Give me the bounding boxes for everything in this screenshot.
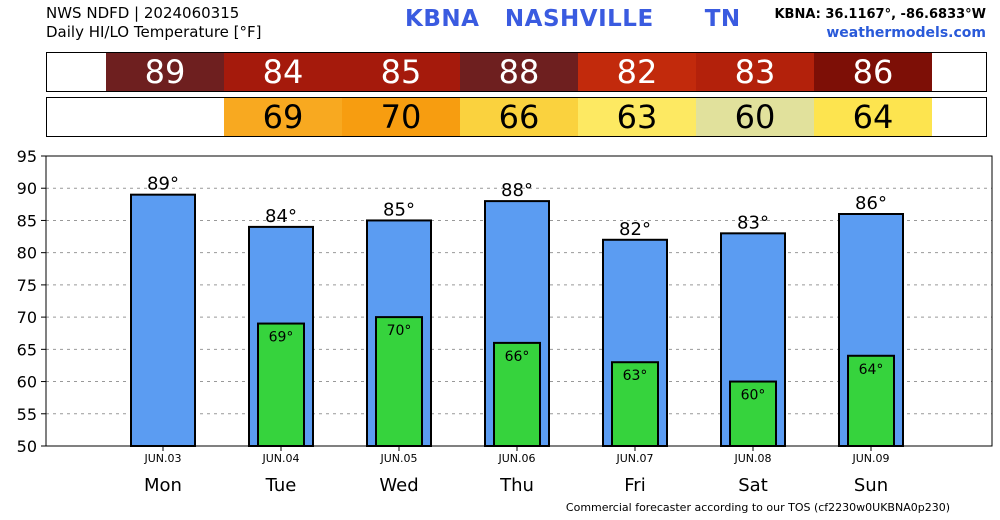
day-label: Mon [144, 475, 182, 496]
lo_strip-cell: 66 [460, 98, 578, 136]
high-temp-strip: 89 84 85 88 82 83 86 [46, 52, 987, 92]
hi_strip-cell: 89 [106, 53, 224, 91]
low-bar [257, 322, 305, 447]
low-bar [847, 354, 895, 447]
lo_strip-cell: 69 [224, 98, 342, 136]
low-bar-label: 60° [741, 388, 766, 404]
hi_strip-cell: 85 [342, 53, 460, 91]
low-bar [611, 361, 659, 448]
product-label: Daily HI/LO Temperature [°F] [46, 23, 262, 41]
date-label: JUN.08 [733, 452, 771, 465]
y-tick-label: 50 [17, 437, 37, 456]
y-tick-label: 75 [17, 276, 37, 295]
coords-label: KBNA: 36.1167°, -86.6833°W [774, 7, 986, 22]
station-title: KBNA NASHVILLE TN [405, 6, 741, 32]
high-bar-label: 84° [265, 206, 297, 227]
y-tick-label: 65 [17, 340, 37, 359]
hi_strip-cell: 82 [578, 53, 696, 91]
high-bar-label: 85° [383, 199, 415, 220]
lo_strip-cell [106, 98, 224, 136]
lo_strip-cell: 70 [342, 98, 460, 136]
hi_strip-cell: 84 [224, 53, 342, 91]
low-bar-label: 69° [269, 330, 294, 346]
y-tick-label: 95 [17, 147, 37, 166]
low-bar-label: 66° [505, 349, 530, 365]
high-bar-label: 89° [147, 174, 179, 195]
day-label: Wed [379, 475, 418, 496]
low-bar-label: 70° [387, 323, 412, 339]
header-right: KBNA: 36.1167°, -86.6833°W weathermodels… [774, 5, 986, 43]
y-tick-label: 60 [17, 373, 37, 392]
source-label: NWS NDFD | 2024060315 [46, 4, 240, 22]
hi_strip-cell: 86 [814, 53, 932, 91]
high-bar-label: 82° [619, 219, 651, 240]
date-label: JUN.09 [851, 452, 889, 465]
y-tick-label: 80 [17, 244, 37, 263]
y-tick-label: 85 [17, 211, 37, 230]
high-bar-label: 86° [855, 193, 887, 214]
lo_strip-cell: 60 [696, 98, 814, 136]
hi_strip-cell: 83 [696, 53, 814, 91]
high-bar-label: 88° [501, 180, 533, 201]
low-bar-label: 64° [859, 362, 884, 378]
high-bar-label: 83° [737, 212, 769, 233]
date-label: JUN.06 [497, 452, 535, 465]
lo_strip-cell: 63 [578, 98, 696, 136]
lo_strip-cell: 64 [814, 98, 932, 136]
low-temp-strip: 69 70 66 63 60 64 [46, 97, 987, 137]
y-tick-label: 55 [17, 405, 37, 424]
low-bar-label: 63° [623, 368, 648, 384]
low-bar [729, 380, 777, 447]
y-tick-label: 70 [17, 308, 37, 327]
date-label: JUN.07 [615, 452, 653, 465]
day-label: Sat [738, 475, 768, 496]
date-label: JUN.04 [261, 452, 299, 465]
date-label: JUN.05 [379, 452, 417, 465]
high-bar [130, 193, 196, 447]
hi_strip-cell: 88 [460, 53, 578, 91]
tos-footer: Commercial forecaster according to our T… [565, 501, 950, 514]
plot-frame [45, 155, 993, 447]
date-label: JUN.03 [143, 452, 181, 465]
day-label: Thu [499, 475, 534, 496]
header-left: NWS NDFD | 2024060315 Daily HI/LO Temper… [46, 4, 262, 42]
day-label: Fri [624, 475, 645, 496]
day-label: Tue [265, 475, 297, 496]
site-link[interactable]: weathermodels.com [826, 25, 986, 41]
day-label: Sun [854, 475, 888, 496]
y-tick-label: 90 [17, 179, 37, 198]
